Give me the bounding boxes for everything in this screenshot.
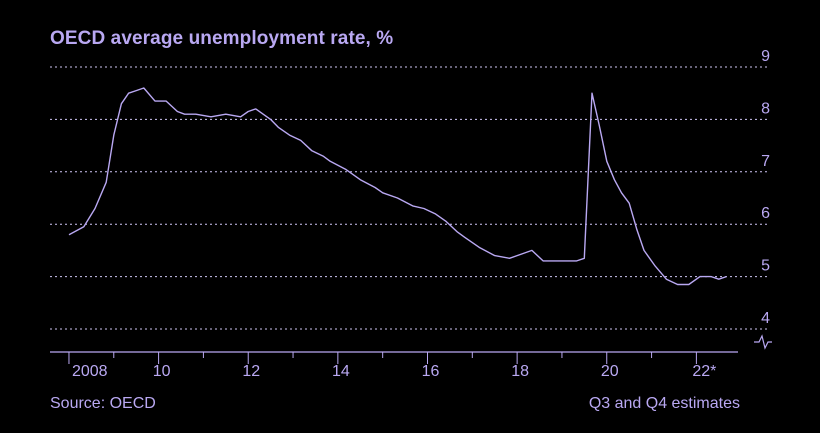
x-tick-label: 22* (692, 363, 716, 380)
x-tick-label: 10 (153, 363, 171, 380)
y-tick-label: 8 (761, 100, 770, 117)
x-tick-label: 20 (601, 363, 619, 380)
x-tick-label: 2008 (72, 363, 108, 380)
y-tick-label: 5 (761, 258, 770, 275)
axis-break-icon (754, 334, 772, 350)
estimate-footnote: Q3 and Q4 estimates (588, 395, 740, 412)
source-note: Source: OECD (50, 395, 156, 412)
x-tick-label: 14 (332, 363, 350, 380)
series-line-unemployment-rate (68, 87, 727, 286)
x-axis: 2008 10 12 14 16 18 20 22* (50, 334, 772, 380)
x-tick-label: 12 (242, 363, 260, 380)
x-tick-label: 16 (422, 363, 440, 380)
chart-title: OECD average unemployment rate, % (50, 28, 394, 49)
y-axis-tick-labels: 4 5 6 7 8 9 (761, 48, 770, 327)
gridlines (50, 66, 768, 330)
series-layer (68, 87, 727, 286)
y-tick-label: 4 (761, 310, 770, 327)
y-tick-label: 7 (761, 153, 770, 170)
x-tick-label: 18 (511, 363, 529, 380)
y-tick-label: 9 (761, 48, 770, 65)
y-tick-label: 6 (761, 205, 770, 222)
